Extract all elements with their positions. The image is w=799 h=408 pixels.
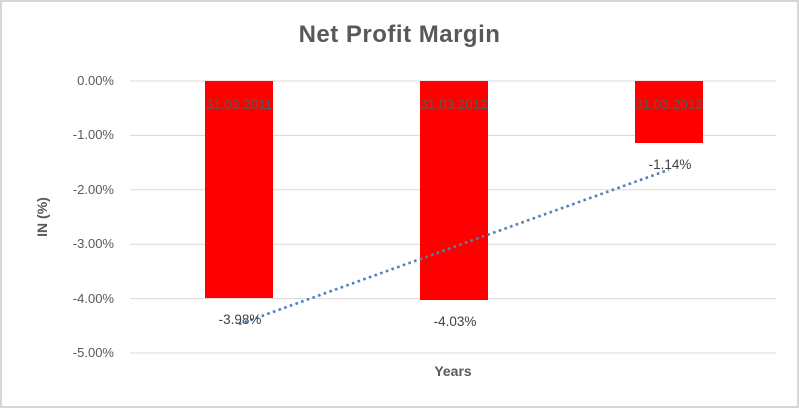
y-tick-label: -5.00% [72,345,114,360]
x-axis-title: Years [434,363,472,379]
y-tick-label: -2.00% [72,181,114,197]
y-tick-label: -1.00% [72,127,114,143]
y-tick-label: -4.00% [72,290,114,306]
category-label: 31.03.2011 [205,97,273,112]
data-label: -1.14% [648,157,692,173]
chart-title: Net Profit Margin [298,21,501,48]
category-label: 31.03.2013 [635,97,703,112]
data-label: -3.98% [218,311,262,327]
bar-31.03.2013 [635,81,703,144]
category-label: 31.03.2012 [420,97,488,112]
y-tick-label: 0.00% [77,73,114,88]
y-tick-label: -3.00% [72,236,114,252]
data-label: -4.03% [433,314,477,330]
